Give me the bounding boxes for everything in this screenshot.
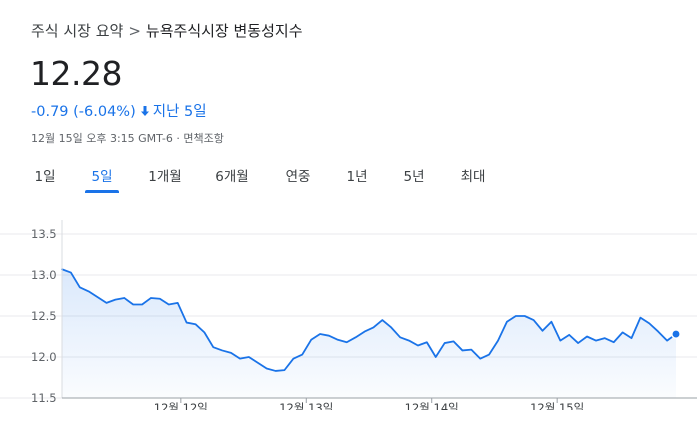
- change-value: -0.79 (-6.04%): [31, 104, 136, 120]
- active-tab-indicator: [85, 190, 119, 193]
- breadcrumb: 주식 시장 요약 > 뉴욕주식시장 변동성지수: [31, 20, 303, 41]
- x-tick-label: 12월 13일: [279, 401, 333, 410]
- range-tabs: 1일 5일 1개월 6개월 연중 1년 5년 최대: [0, 166, 697, 196]
- tab-1y[interactable]: 1년: [346, 169, 368, 185]
- y-tick-label: 12.0: [31, 350, 57, 364]
- tab-5d[interactable]: 5일: [91, 169, 113, 185]
- breadcrumb-separator: >: [128, 22, 141, 40]
- timestamp-disclaimer: 12월 15일 오후 3:15 GMT-6 · 면책조항: [31, 132, 224, 145]
- y-tick-label: 11.5: [31, 391, 57, 405]
- current-price: 12.28: [30, 54, 122, 93]
- price-change: -0.79 (-6.04%) 지난 5일: [31, 100, 207, 121]
- last-price-point[interactable]: [671, 329, 681, 339]
- breadcrumb-root[interactable]: 주식 시장 요약: [31, 22, 124, 40]
- tab-6m[interactable]: 6개월: [215, 169, 249, 185]
- tab-max[interactable]: 최대: [460, 169, 486, 185]
- change-period: 지난 5일: [152, 104, 207, 120]
- breadcrumb-current: 뉴욕주식시장 변동성지수: [145, 22, 303, 40]
- tab-1d[interactable]: 1일: [34, 169, 56, 185]
- tab-5y[interactable]: 5년: [403, 169, 425, 185]
- arrow-down-icon: [140, 104, 150, 120]
- x-tick-label: 12월 12일: [154, 401, 208, 410]
- y-tick-label: 13.0: [31, 268, 57, 282]
- price-area: [62, 269, 676, 398]
- tab-1m[interactable]: 1개월: [148, 169, 182, 185]
- x-tick-label: 12월 15일: [530, 401, 584, 410]
- y-tick-label: 12.5: [31, 309, 57, 323]
- tab-ytd[interactable]: 연중: [285, 169, 311, 185]
- price-line: [61, 268, 677, 372]
- price-chart[interactable]: 13.5 13.0 12.5 12.0 11.5 12월 12일 12월 13일 12월 14…: [0, 220, 697, 410]
- x-tick-label: 12월 14일: [405, 401, 459, 410]
- y-tick-label: 13.5: [31, 227, 57, 241]
